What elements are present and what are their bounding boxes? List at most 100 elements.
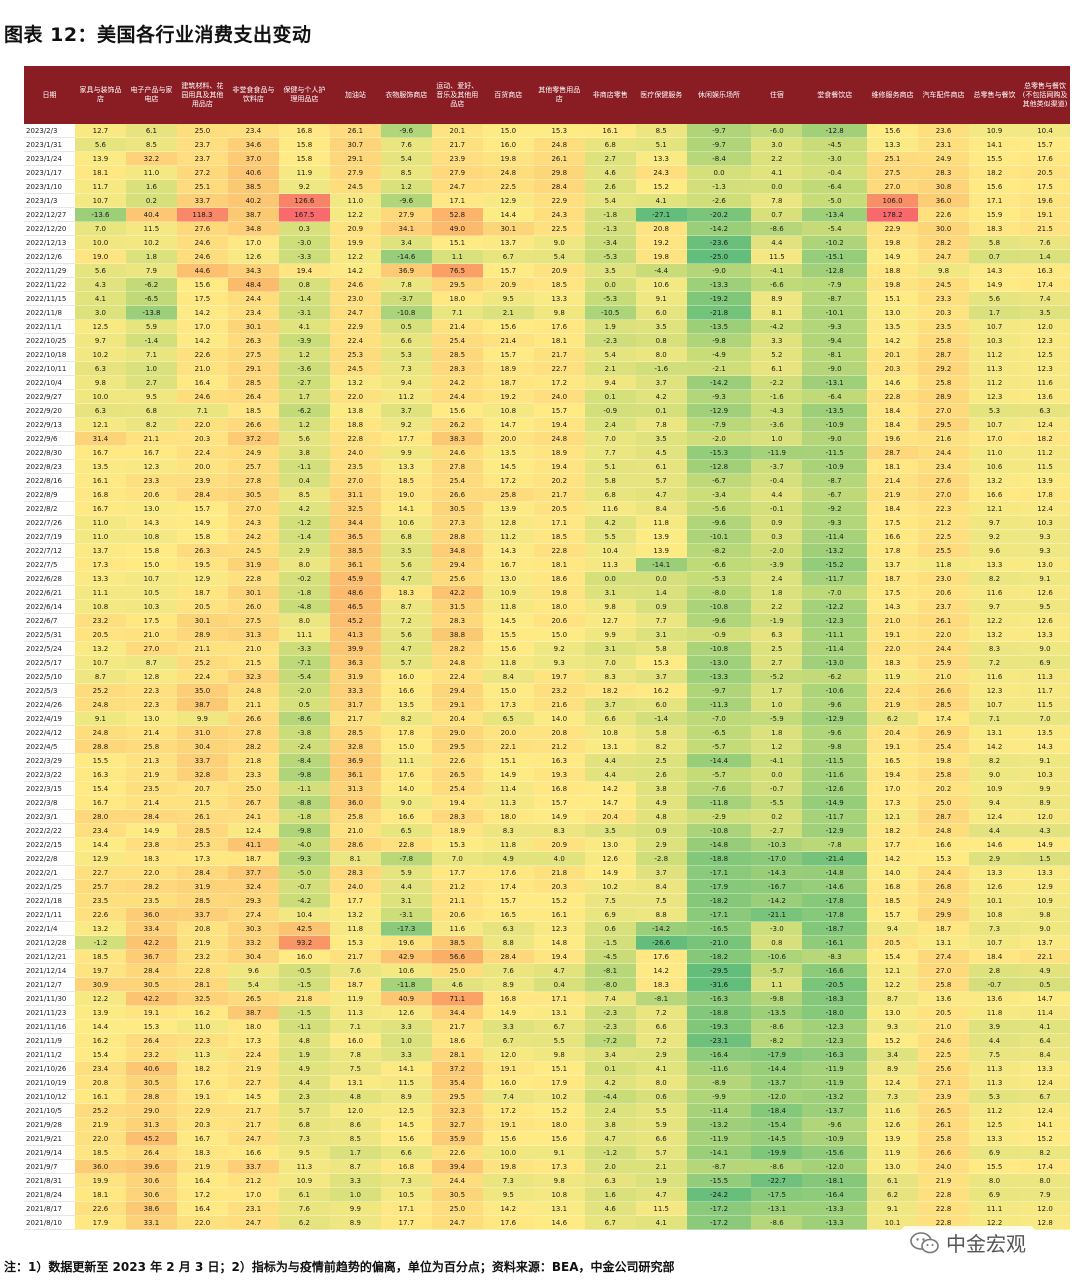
heatmap-cell: -11.5 bbox=[802, 754, 868, 768]
heatmap-cell: -17.2 bbox=[686, 1202, 752, 1216]
heatmap-cell: 21.6 bbox=[533, 698, 585, 712]
heatmap-cell: 11.3 bbox=[584, 558, 636, 572]
heatmap-cell: -9.3 bbox=[802, 516, 868, 530]
heatmap-cell: 13.1 bbox=[584, 740, 636, 754]
date-cell: 2023/1/17 bbox=[24, 166, 75, 180]
heatmap-cell: 14.2 bbox=[635, 964, 687, 978]
table-row: 2022/6/21 11.1 10.5 18.7 30.1 -1.8 48.6 18.3 42.… bbox=[24, 586, 1070, 600]
heatmap-cell: 10.2 bbox=[74, 348, 126, 362]
heatmap-cell: 25.2 bbox=[74, 684, 126, 698]
heatmap-cell: 36.3 bbox=[329, 656, 381, 670]
heatmap-cell: -15.6 bbox=[802, 1146, 868, 1160]
heatmap-cell: 26.4 bbox=[125, 1146, 177, 1160]
heatmap-cell: 37.7 bbox=[227, 866, 279, 880]
heatmap-cell: 0.5 bbox=[278, 698, 330, 712]
heatmap-cell: 3.1 bbox=[380, 894, 432, 908]
heatmap-cell: 18.5 bbox=[227, 404, 279, 418]
table-row: 2022/10/25 9.7 -1.4 14.2 26.3 -3.9 22.4 6.6 25.4… bbox=[24, 334, 1070, 348]
heatmap-cell: 0.0 bbox=[751, 768, 803, 782]
heatmap-cell: 0.2 bbox=[125, 194, 177, 208]
heatmap-cell: 30.5 bbox=[227, 488, 279, 502]
heatmap-cell: 2.7 bbox=[584, 152, 636, 166]
heatmap-cell: 14.7 bbox=[584, 796, 636, 810]
heatmap-cell: 18.8 bbox=[329, 418, 381, 432]
heatmap-cell: 9.1 bbox=[533, 1146, 585, 1160]
column-header: 建筑材料、花园用具及其他用品店 bbox=[181, 81, 224, 108]
heatmap-cell: -18.8 bbox=[686, 852, 752, 866]
heatmap-cell: 21.7 bbox=[227, 1118, 279, 1132]
heatmap-cell: -7.8 bbox=[380, 852, 432, 866]
date-cell: 2022/12/13 bbox=[24, 236, 75, 250]
heatmap-cell: 17.0 bbox=[867, 782, 919, 796]
heatmap-cell: -8.6 bbox=[751, 1020, 803, 1034]
heatmap-cell: 6.3 bbox=[584, 1174, 636, 1188]
heatmap-cell: 10.5 bbox=[125, 586, 177, 600]
heatmap-cell: -3.7 bbox=[751, 460, 803, 474]
column-header: 其他零售用品店 bbox=[538, 86, 581, 103]
heatmap-cell: 3.5 bbox=[584, 264, 636, 278]
heatmap-cell: 15.1 bbox=[431, 236, 483, 250]
heatmap-cell: 4.1 bbox=[635, 194, 687, 208]
heatmap-cell: 33.3 bbox=[329, 684, 381, 698]
heatmap-cell: 10.7 bbox=[969, 936, 1020, 950]
heatmap-cell: -3.0 bbox=[751, 922, 803, 936]
heatmap-cell: -17.3 bbox=[380, 922, 432, 936]
heatmap-cell: 20.7 bbox=[176, 782, 228, 796]
heatmap-cell: 7.6 bbox=[380, 138, 432, 152]
heatmap-cell: 24.6 bbox=[176, 390, 228, 404]
heatmap-cell: -13.8 bbox=[125, 306, 177, 320]
heatmap-cell: 13.2 bbox=[969, 474, 1020, 488]
table-row: 2022/5/31 20.5 21.0 28.9 31.3 11.1 41.3 5.6 38.8… bbox=[24, 628, 1070, 642]
heatmap-cell: 4.7 bbox=[584, 1132, 636, 1146]
heatmap-cell: -4.3 bbox=[751, 404, 803, 418]
heatmap-cell: 9.4 bbox=[584, 376, 636, 390]
heatmap-cell: 20.8 bbox=[176, 922, 228, 936]
heatmap-cell: 8.7 bbox=[867, 992, 919, 1006]
heatmap-cell: 13.0 bbox=[1020, 558, 1070, 572]
heatmap-cell: 38.3 bbox=[431, 432, 483, 446]
heatmap-cell: 42.2 bbox=[125, 936, 177, 950]
date-cell: 2022/9/13 bbox=[24, 418, 75, 432]
heatmap-cell: 0.1 bbox=[584, 1062, 636, 1076]
table-row: 2022/10/18 10.2 7.1 22.6 27.5 1.2 25.3 5.3 28.5 1… bbox=[24, 348, 1070, 362]
heatmap-cell: 31.9 bbox=[176, 880, 228, 894]
heatmap-cell: 34.1 bbox=[380, 222, 432, 236]
heatmap-cell: 11.8 bbox=[329, 922, 381, 936]
heatmap-cell: 12.5 bbox=[380, 1104, 432, 1118]
heatmap-cell: 15.1 bbox=[482, 754, 534, 768]
heatmap-cell: 34.6 bbox=[227, 138, 279, 152]
heatmap-cell: 5.6 bbox=[278, 432, 330, 446]
heatmap-cell: 16.6 bbox=[969, 488, 1020, 502]
heatmap-cell: 18.0 bbox=[431, 292, 483, 306]
table-row: 2022/9/6 31.4 21.1 20.3 37.2 5.6 22.8 17.7 38.3 2… bbox=[24, 432, 1070, 446]
heatmap-cell: 21.0 bbox=[918, 670, 970, 684]
heatmap-cell: 28.3 bbox=[431, 614, 483, 628]
heatmap-cell: 22.7 bbox=[533, 362, 585, 376]
heatmap-cell: 25.6 bbox=[918, 1062, 970, 1076]
heatmap-cell: 31.9 bbox=[227, 558, 279, 572]
heatmap-cell: 40.6 bbox=[125, 1062, 177, 1076]
heatmap-cell: 6.1 bbox=[751, 362, 803, 376]
heatmap-cell: 28.8 bbox=[74, 740, 126, 754]
heatmap-cell: 11.3 bbox=[969, 1076, 1020, 1090]
heatmap-cell: 10.7 bbox=[969, 418, 1020, 432]
heatmap-cell: 15.2 bbox=[533, 894, 585, 908]
heatmap-cell: 16.0 bbox=[482, 1076, 534, 1090]
heatmap-cell: 21.4 bbox=[125, 796, 177, 810]
heatmap-cell: 14.9 bbox=[482, 768, 534, 782]
heatmap-cell: -9.8 bbox=[802, 740, 868, 754]
heatmap-cell: 12.5 bbox=[969, 1118, 1020, 1132]
heatmap-cell: 24.4 bbox=[918, 642, 970, 656]
heatmap-cell: 5.2 bbox=[751, 348, 803, 362]
heatmap-cell: 3.1 bbox=[635, 628, 687, 642]
heatmap-cell: 15.7 bbox=[533, 796, 585, 810]
heatmap-cell: 4.4 bbox=[380, 880, 432, 894]
heatmap-cell: -21.8 bbox=[686, 306, 752, 320]
heatmap-cell: 28.6 bbox=[329, 838, 381, 852]
heatmap-cell: 13.3 bbox=[380, 460, 432, 474]
heatmap-cell: -14.4 bbox=[751, 1062, 803, 1076]
heatmap-cell: 9.7 bbox=[74, 334, 126, 348]
column-header: 日期 bbox=[42, 90, 57, 99]
heatmap-cell: 49.0 bbox=[431, 222, 483, 236]
heatmap-cell: 1.0 bbox=[380, 1034, 432, 1048]
